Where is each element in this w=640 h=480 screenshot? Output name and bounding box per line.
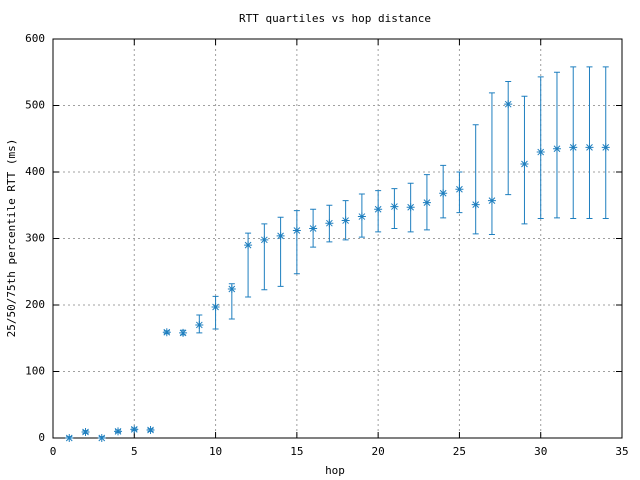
- point: [244, 241, 253, 250]
- y-tick-label: 300: [25, 232, 45, 245]
- y-tick-label: 100: [25, 365, 45, 378]
- point: [406, 203, 415, 212]
- chart-title: RTT quartiles vs hop distance: [239, 12, 431, 25]
- point: [536, 148, 545, 157]
- y-tick-label: 600: [25, 32, 45, 45]
- point: [325, 219, 334, 228]
- point: [179, 328, 188, 337]
- point: [81, 428, 90, 437]
- point: [341, 216, 350, 225]
- error-bar: [570, 66, 577, 220]
- y-tick-label: 400: [25, 165, 45, 178]
- point: [422, 198, 431, 207]
- point: [601, 143, 610, 152]
- x-axis-label: hop: [325, 464, 345, 477]
- point: [390, 202, 399, 211]
- x-tick-label: 20: [372, 445, 385, 458]
- point: [195, 320, 204, 329]
- point: [114, 427, 123, 436]
- error-bar: [293, 210, 300, 275]
- x-tick-label: 25: [453, 445, 466, 458]
- point: [585, 143, 594, 152]
- y-tick-label: 0: [38, 431, 45, 444]
- error-bar: [488, 92, 495, 236]
- point: [520, 160, 529, 169]
- error-bar: [261, 223, 268, 291]
- point: [357, 212, 366, 221]
- point: [276, 231, 285, 240]
- point: [65, 434, 74, 442]
- x-tick-label: 10: [209, 445, 222, 458]
- x-tick-label: 35: [615, 445, 628, 458]
- point: [471, 200, 480, 209]
- point: [292, 226, 301, 235]
- y-tick-label: 500: [25, 99, 45, 112]
- x-tick-label: 30: [534, 445, 547, 458]
- point: [309, 224, 318, 233]
- point: [569, 143, 578, 152]
- plot-frame: [52, 38, 623, 439]
- point: [97, 434, 106, 442]
- error-bar: [277, 216, 284, 287]
- point: [439, 189, 448, 198]
- y-tick-label: 200: [25, 298, 45, 311]
- x-tick-label: 15: [290, 445, 303, 458]
- point: [162, 328, 171, 337]
- error-bar: [586, 66, 593, 220]
- point: [552, 144, 561, 153]
- point: [146, 426, 155, 435]
- x-tick-label: 0: [50, 445, 57, 458]
- point: [504, 100, 513, 109]
- point: [260, 235, 269, 244]
- point: [487, 196, 496, 205]
- y-axis-label: 25/50/75th percentile RTT (ms): [5, 139, 18, 338]
- error-bar: [602, 66, 609, 220]
- error-bar: [212, 295, 219, 330]
- x-tick-label: 5: [131, 445, 138, 458]
- point: [455, 185, 464, 194]
- point: [227, 285, 236, 294]
- error-bar: [537, 76, 544, 220]
- point: [130, 425, 139, 434]
- point: [374, 205, 383, 214]
- error-bar: [472, 124, 479, 235]
- point: [211, 302, 220, 311]
